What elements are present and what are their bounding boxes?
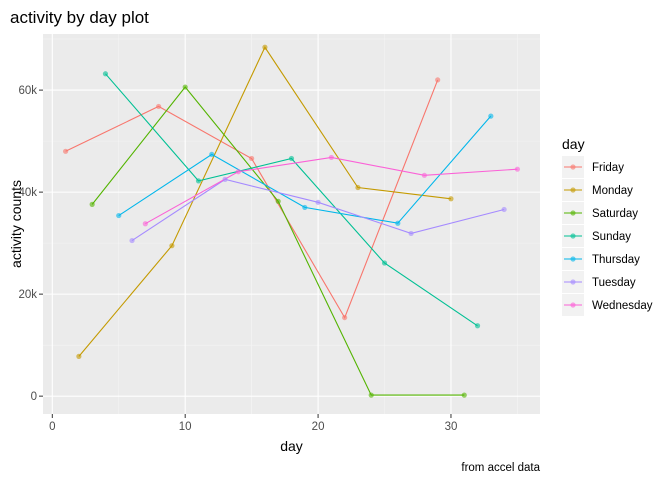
- x-axis-title: day: [280, 438, 303, 454]
- legend-item-tuesday: Tuesday: [562, 271, 636, 293]
- legend-label-tuesday: Tuesday: [592, 277, 636, 289]
- y-axis-ticks: 0 20k 40k 60k: [18, 85, 43, 403]
- data-point-saturday: [461, 392, 467, 398]
- legend-point-thursday: [570, 256, 576, 262]
- grid-major: [43, 34, 540, 414]
- data-point-saturday: [368, 392, 374, 398]
- legend-item-monday: Monday: [562, 179, 633, 201]
- data-point-saturday: [89, 201, 95, 207]
- data-point-wednesday: [514, 166, 521, 172]
- y-tick-label: 60k: [18, 85, 37, 97]
- grid-minor: [43, 34, 540, 414]
- data-point-saturday: [182, 84, 188, 90]
- data-point-wednesday: [235, 169, 241, 175]
- y-tick-label: 0: [31, 391, 37, 403]
- legend-point-sunday: [570, 233, 576, 239]
- legend-item-saturday: Saturday: [562, 202, 638, 224]
- legend-item-wednesday: Wednesday: [562, 294, 653, 316]
- plot-panel: [43, 34, 540, 414]
- y-axis-title: activity counts: [8, 180, 24, 268]
- data-point-thursday: [302, 204, 308, 211]
- data-point-wednesday: [421, 172, 427, 178]
- data-point-thursday: [209, 151, 215, 157]
- legend-label-saturday: Saturday: [592, 208, 638, 220]
- legend-items: Friday Monday Saturday Sunday Thursday Tuesda…: [562, 156, 653, 316]
- legend-label-friday: Friday: [592, 162, 624, 174]
- data-point-tuesday: [129, 237, 135, 244]
- data-point-tuesday: [222, 176, 228, 182]
- legend-point-saturday: [570, 210, 576, 216]
- legend-point-monday: [570, 187, 576, 193]
- legend-item-sunday: Sunday: [562, 225, 631, 247]
- data-point-sunday: [102, 71, 109, 77]
- legend-label-thursday: Thursday: [592, 254, 640, 266]
- data-point-tuesday: [408, 230, 414, 237]
- data-point-tuesday: [315, 199, 321, 205]
- data-point-friday: [342, 314, 348, 321]
- data-point-monday: [262, 44, 268, 50]
- data-point-monday: [355, 184, 361, 191]
- legend-item-thursday: Thursday: [562, 248, 640, 270]
- legend-point-friday: [570, 164, 576, 170]
- data-point-wednesday: [328, 154, 334, 161]
- x-tick-label: 10: [179, 421, 192, 433]
- legend-label-wednesday: Wednesday: [592, 300, 653, 312]
- data-point-thursday: [488, 113, 494, 119]
- data-point-friday: [249, 155, 255, 162]
- data-point-friday: [62, 148, 69, 154]
- y-tick-label: 20k: [18, 289, 37, 301]
- data-point-sunday: [195, 178, 202, 184]
- chart-caption: from accel data: [461, 462, 540, 474]
- data-point-friday: [156, 103, 162, 110]
- data-point-friday: [435, 77, 441, 83]
- data-point-tuesday: [501, 206, 507, 213]
- data-point-monday: [76, 353, 82, 359]
- data-point-sunday: [381, 260, 388, 266]
- legend-label-monday: Monday: [592, 185, 633, 197]
- data-point-monday: [169, 243, 175, 249]
- data-point-thursday: [116, 212, 122, 219]
- x-axis-ticks: 0 10 20 30: [49, 414, 457, 433]
- data-point-monday: [448, 196, 454, 202]
- legend-title: day: [562, 136, 585, 152]
- legend-point-wednesday: [570, 302, 576, 308]
- series-points: [62, 44, 521, 398]
- x-tick-label: 0: [49, 421, 55, 433]
- x-tick-label: 30: [445, 421, 458, 433]
- legend-item-friday: Friday: [562, 156, 624, 178]
- x-tick-label: 20: [312, 421, 325, 433]
- legend-point-tuesday: [570, 279, 576, 285]
- data-point-sunday: [474, 323, 481, 329]
- data-point-saturday: [275, 198, 281, 204]
- chart-title: activity by day plot: [10, 8, 149, 27]
- legend-label-sunday: Sunday: [592, 231, 631, 243]
- data-point-thursday: [395, 220, 401, 226]
- data-point-sunday: [288, 155, 295, 162]
- y-tick-label: 40k: [18, 187, 37, 199]
- data-point-wednesday: [142, 221, 148, 227]
- legend: day Friday Monday Saturday Sunday Thursday Tu…: [562, 136, 653, 316]
